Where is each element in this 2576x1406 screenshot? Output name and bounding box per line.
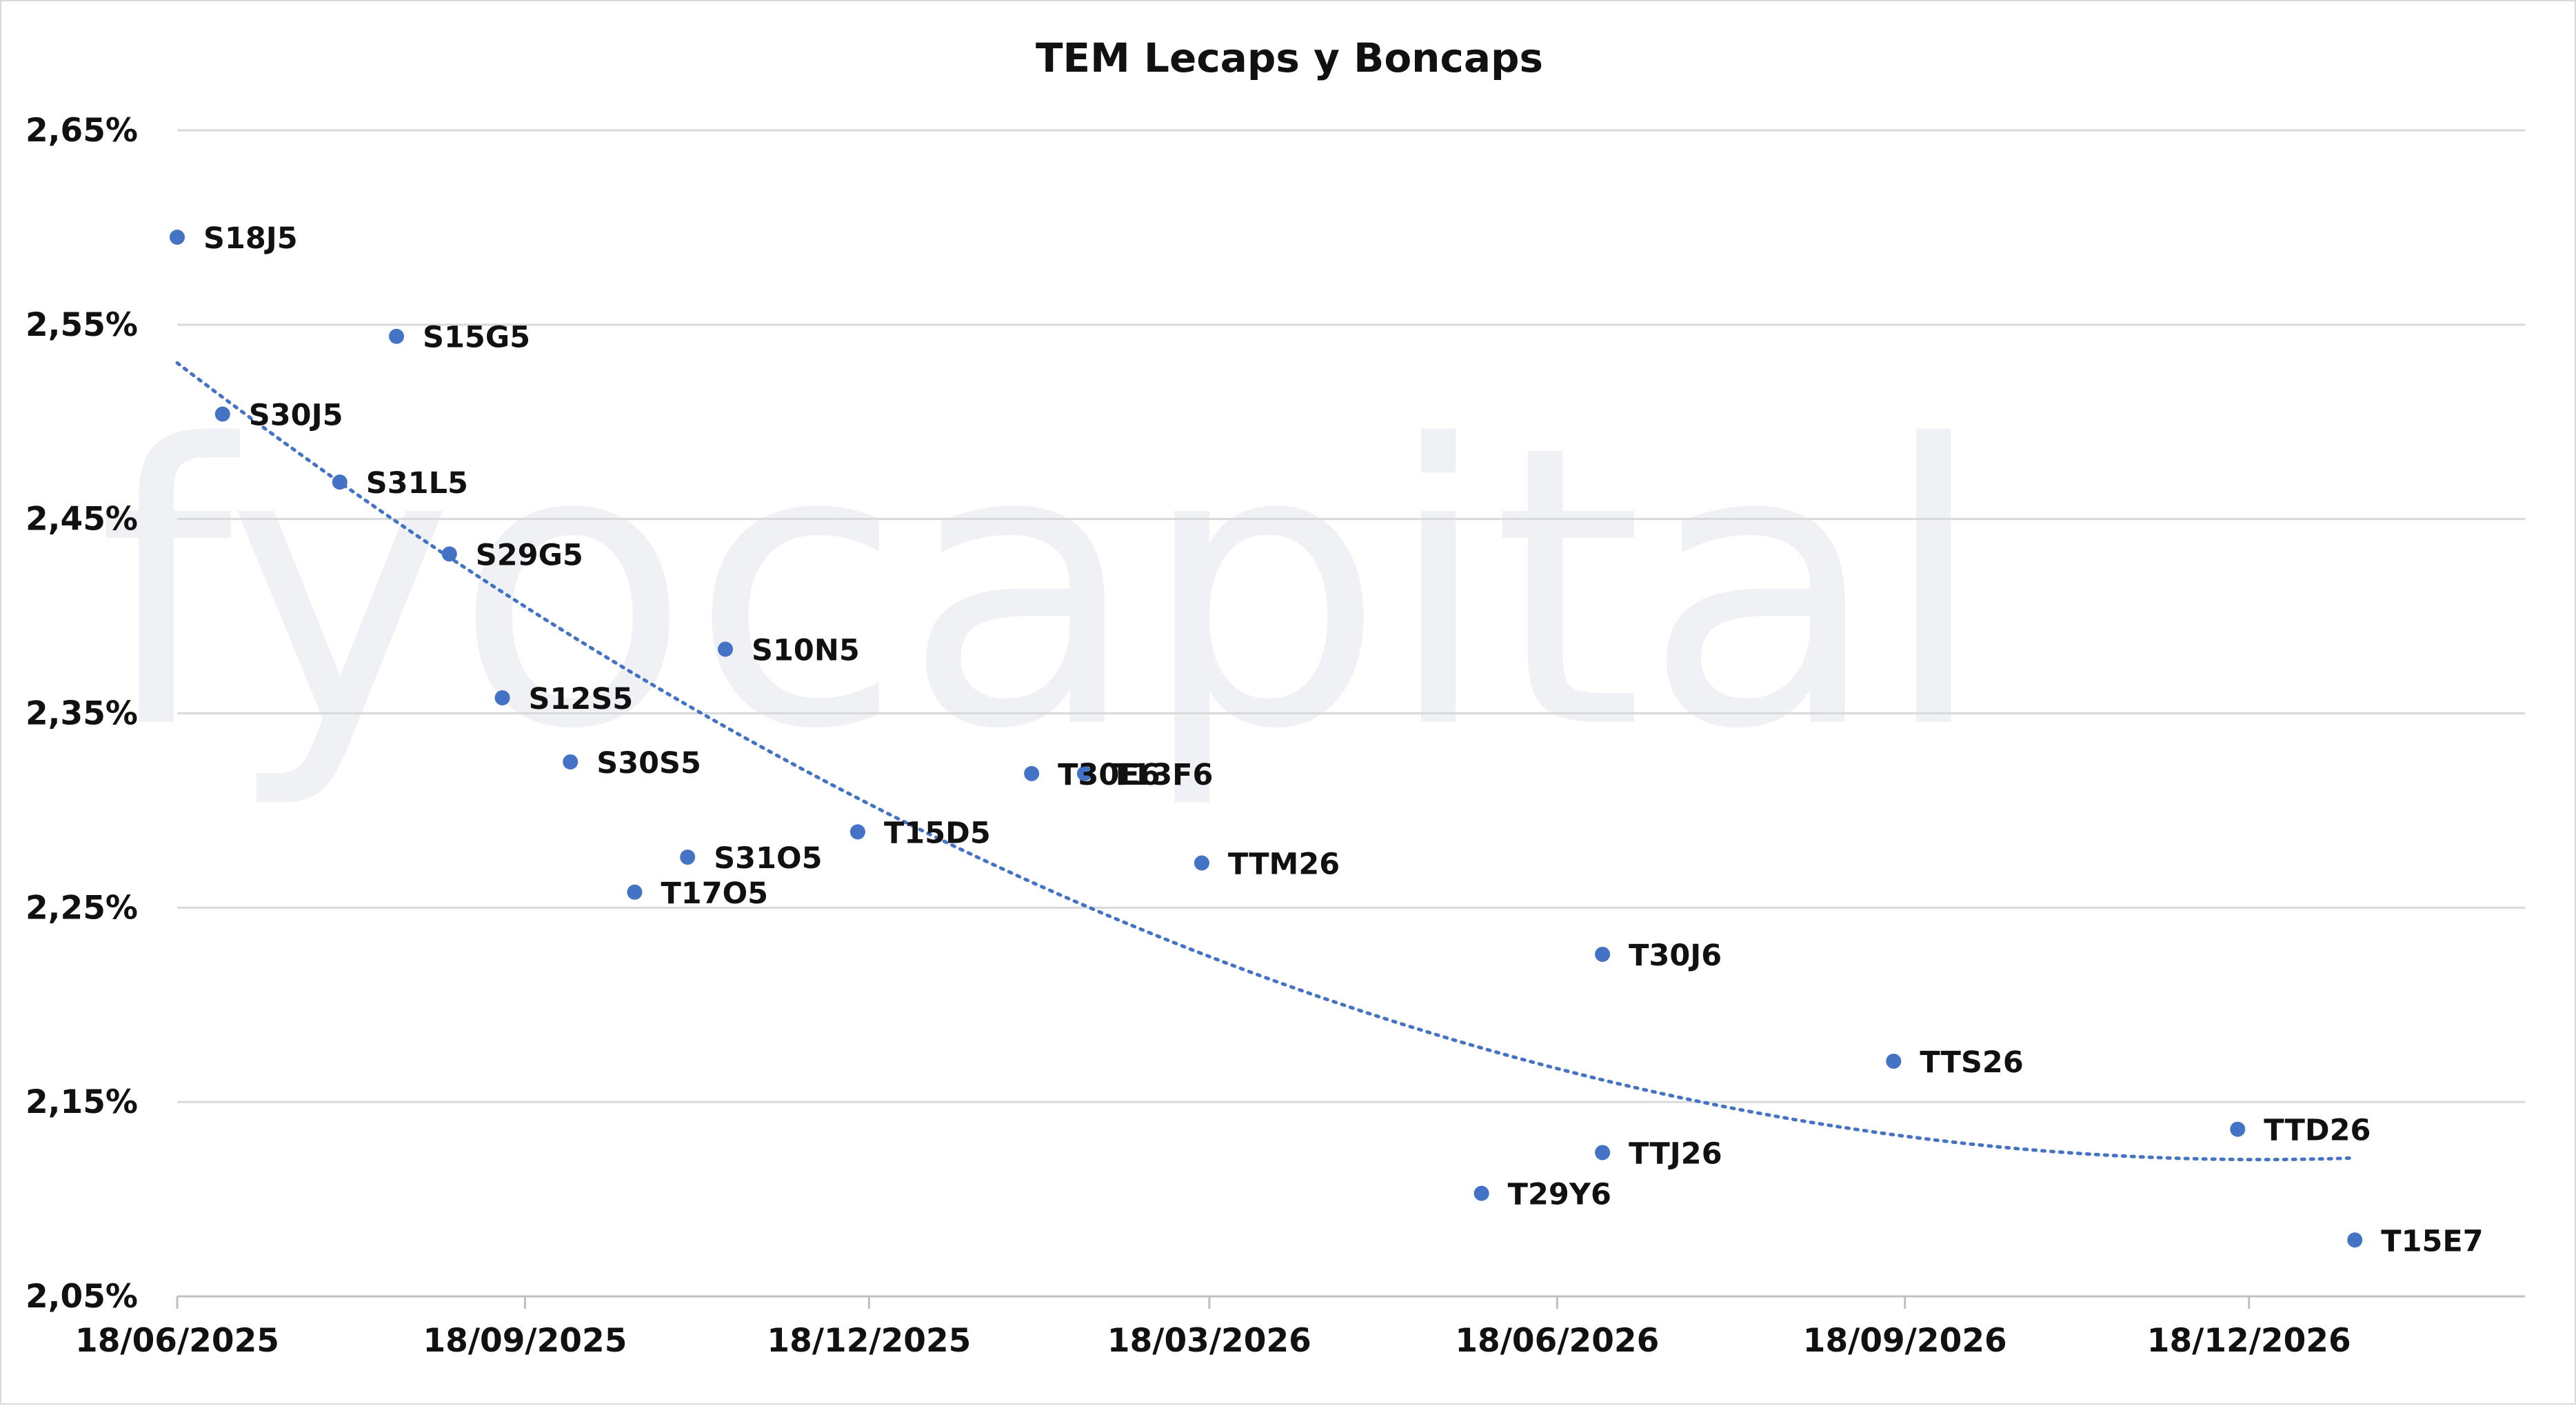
data-points (170, 230, 2363, 1248)
data-point-s18j5 (170, 230, 185, 245)
data-point-ttd26 (2230, 1121, 2246, 1137)
x-tick-label-1: 18/09/2025 (423, 1322, 627, 1360)
data-label-t30j6: T30J6 (1629, 938, 1722, 973)
data-label-t15e7: T15E7 (2381, 1224, 2483, 1258)
y-tick-label-1: 2,55% (26, 306, 138, 344)
data-label-t15d5: T15D5 (884, 816, 991, 850)
x-tick-label-4: 18/06/2026 (1455, 1322, 1659, 1360)
y-tick-label-0: 2,65% (26, 112, 138, 150)
data-point-t30e6 (1024, 765, 1040, 781)
data-point-s30s5 (563, 754, 578, 770)
chart-title: TEM Lecaps y Boncaps (1036, 34, 1543, 81)
data-label-t29y6: T29Y6 (1508, 1178, 1611, 1212)
y-tick-label-6: 2,05% (26, 1278, 138, 1316)
data-point-ttj26 (1595, 1145, 1611, 1161)
data-point-t15d5 (849, 824, 865, 840)
data-point-t30j6 (1595, 946, 1611, 962)
watermark-text: fyocapital (97, 364, 1987, 814)
data-point-s12s5 (494, 690, 510, 705)
data-label-s18j5: S18J5 (203, 221, 298, 256)
y-tick-label-2: 2,45% (26, 501, 138, 539)
data-label-s29g5: S29G5 (476, 538, 583, 572)
data-label-s12s5: S12S5 (529, 682, 634, 716)
data-label-ttd26: TTD26 (2264, 1114, 2371, 1148)
data-point-t15e7 (2347, 1232, 2363, 1248)
data-point-s10n5 (718, 641, 734, 657)
x-tick-label-5: 18/09/2026 (1803, 1322, 2007, 1360)
data-point-ttm26 (1194, 855, 1209, 871)
x-axis-tick-labels: 18/06/2025 18/09/2025 18/12/2025 18/03/2026… (75, 1296, 2351, 1360)
x-tick-label-6: 18/12/2026 (2147, 1322, 2351, 1360)
y-axis-tick-labels: 2,65% 2,55% 2,45% 2,35% 2,25% 2,15% 2,05% (26, 112, 138, 1316)
data-point-s31l5 (332, 474, 348, 490)
data-point-t17o5 (627, 884, 643, 900)
x-tick-label-0: 18/06/2025 (75, 1322, 279, 1360)
data-point-tts26 (1886, 1053, 1902, 1069)
data-label-t17o5: T17O5 (661, 876, 768, 911)
data-point-s29g5 (441, 546, 457, 562)
data-label-t30e6: T30E6 (1058, 758, 1160, 792)
data-label-t13f6: T13F6 (1111, 758, 1213, 792)
data-label-s10n5: S10N5 (752, 633, 860, 667)
trendline (175, 361, 2357, 1162)
data-point-s31o5 (680, 850, 696, 865)
data-point-s30j5 (214, 406, 230, 422)
data-point-t29y6 (1473, 1185, 1489, 1201)
data-point-s15g5 (389, 328, 405, 344)
data-label-tts26: TTS26 (1920, 1045, 2023, 1080)
data-labels: S18J5 S30J5 S31L5 S15G5 S29G5 S12S5 S30S5 T17O5… (203, 221, 2484, 1258)
data-label-ttj26: TTJ26 (1629, 1136, 1722, 1171)
data-label-s15g5: S15G5 (423, 321, 530, 355)
y-tick-label-3: 2,35% (26, 695, 138, 733)
x-tick-label-3: 18/03/2026 (1107, 1322, 1311, 1360)
gridlines (177, 129, 2525, 1298)
y-tick-label-5: 2,15% (26, 1083, 138, 1121)
data-point-t13f6 (1076, 765, 1092, 781)
x-tick-label-2: 18/12/2025 (767, 1322, 971, 1360)
data-label-s31o5: S31O5 (714, 841, 822, 876)
data-label-s30s5: S30S5 (596, 746, 701, 781)
y-tick-label-4: 2,25% (26, 889, 138, 927)
data-label-ttm26: TTM26 (1228, 847, 1340, 882)
data-label-s30j5: S30J5 (249, 398, 343, 432)
data-label-s31l5: S31L5 (366, 466, 468, 501)
